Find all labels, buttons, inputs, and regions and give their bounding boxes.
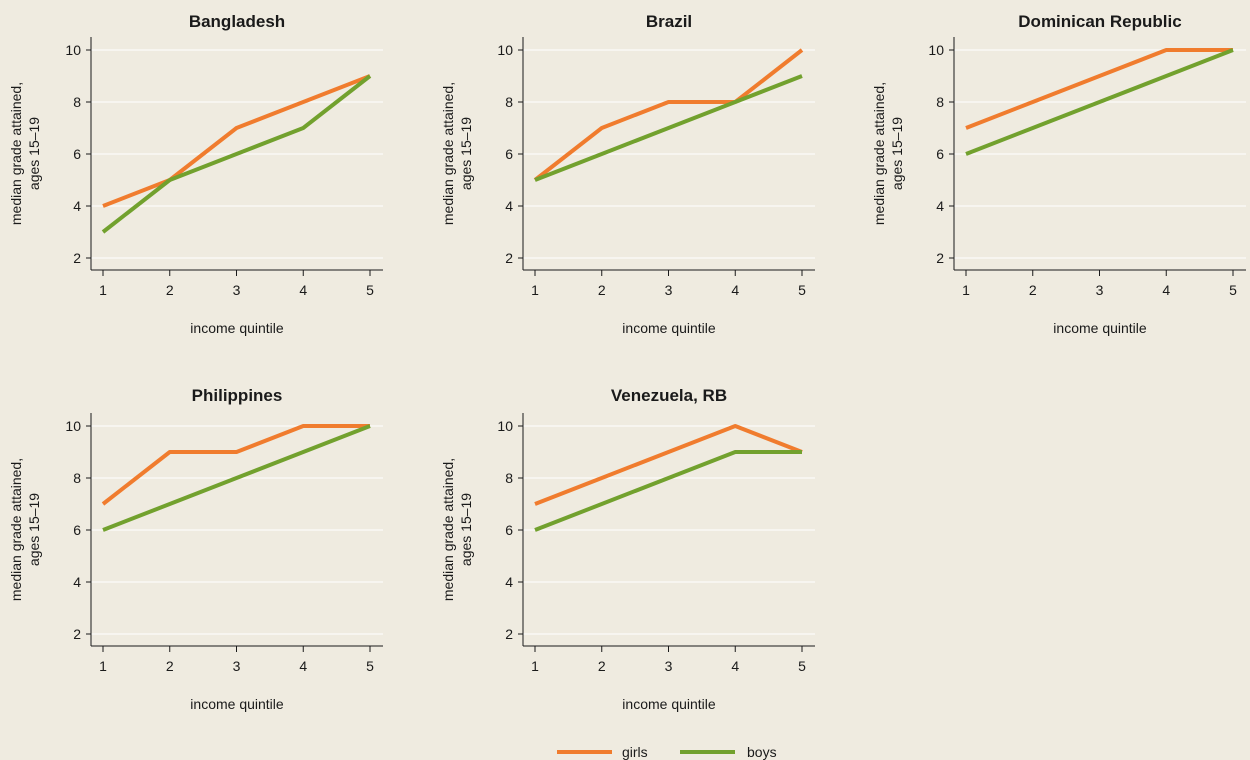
x-tick-label: 5 <box>798 282 806 298</box>
x-tick-label: 3 <box>233 282 241 298</box>
y-tick-label: 10 <box>928 42 944 58</box>
series-line-boys <box>101 74 372 234</box>
y-axis-title: ages 15–19 <box>26 117 42 190</box>
x-tick-label: 4 <box>299 658 307 674</box>
y-axis-title: ages 15–19 <box>458 117 474 190</box>
y-tick-label: 2 <box>505 250 513 266</box>
series-line-girls <box>965 48 1233 130</box>
y-tick-label: 4 <box>505 198 513 214</box>
x-tick-label: 2 <box>598 658 606 674</box>
series-line-boys <box>534 450 802 532</box>
series-line-girls <box>102 74 371 208</box>
y-tick-label: 2 <box>73 250 81 266</box>
x-tick-label: 1 <box>99 658 107 674</box>
y-tick-label: 4 <box>936 198 944 214</box>
y-tick-label: 6 <box>505 146 513 162</box>
x-tick-label: 5 <box>366 658 374 674</box>
x-tick-label: 2 <box>1029 282 1037 298</box>
y-tick-label: 10 <box>65 418 81 434</box>
x-tick-label: 1 <box>531 658 539 674</box>
x-axis-title: income quintile <box>622 696 716 712</box>
y-axis-title: ages 15–19 <box>458 493 474 566</box>
series-line-girls <box>101 424 370 506</box>
legend-label-girls: girls <box>622 744 648 760</box>
x-tick-label: 3 <box>665 658 673 674</box>
y-tick-label: 8 <box>505 94 513 110</box>
legend-label-boys: boys <box>747 744 777 760</box>
x-tick-label: 4 <box>299 282 307 298</box>
panel-title: Bangladesh <box>189 12 285 31</box>
y-tick-label: 8 <box>936 94 944 110</box>
x-tick-label: 5 <box>366 282 374 298</box>
series-line-girls <box>533 48 804 182</box>
x-tick-label: 3 <box>233 658 241 674</box>
y-tick-label: 6 <box>505 522 513 538</box>
series-line-girls <box>534 424 803 506</box>
x-axis-title: income quintile <box>190 320 284 336</box>
y-tick-label: 10 <box>497 418 513 434</box>
y-tick-label: 2 <box>505 626 513 642</box>
y-tick-label: 4 <box>73 198 81 214</box>
y-axis-title: median grade attained, <box>871 82 887 225</box>
x-axis-title: income quintile <box>1053 320 1147 336</box>
y-tick-label: 8 <box>505 470 513 486</box>
y-tick-label: 6 <box>936 146 944 162</box>
y-tick-label: 10 <box>497 42 513 58</box>
y-tick-label: 6 <box>73 146 81 162</box>
series-line-boys <box>534 74 803 182</box>
y-axis-title: median grade attained, <box>8 458 24 601</box>
x-axis-title: income quintile <box>622 320 716 336</box>
y-axis-title: median grade attained, <box>440 458 456 601</box>
y-tick-label: 2 <box>936 250 944 266</box>
x-tick-label: 3 <box>1096 282 1104 298</box>
y-axis-title: ages 15–19 <box>889 117 905 190</box>
x-tick-label: 4 <box>1162 282 1170 298</box>
x-tick-label: 3 <box>665 282 673 298</box>
panel-title: Philippines <box>192 386 283 405</box>
panel-title: Dominican Republic <box>1018 12 1181 31</box>
x-tick-label: 5 <box>1229 282 1237 298</box>
x-tick-label: 1 <box>531 282 539 298</box>
series-line-boys <box>102 424 371 532</box>
x-tick-label: 4 <box>731 658 739 674</box>
y-tick-label: 8 <box>73 94 81 110</box>
x-tick-label: 2 <box>166 658 174 674</box>
y-tick-label: 6 <box>73 522 81 538</box>
x-tick-label: 1 <box>99 282 107 298</box>
x-axis-title: income quintile <box>190 696 284 712</box>
legend: girls boys <box>557 744 777 760</box>
x-tick-label: 4 <box>731 282 739 298</box>
x-tick-label: 2 <box>598 282 606 298</box>
y-tick-label: 2 <box>73 626 81 642</box>
y-tick-label: 4 <box>73 574 81 590</box>
y-tick-label: 10 <box>65 42 81 58</box>
y-axis-title: median grade attained, <box>8 82 24 225</box>
series-line-boys <box>965 48 1234 156</box>
x-tick-label: 1 <box>962 282 970 298</box>
x-tick-label: 5 <box>798 658 806 674</box>
panel-title: Venezuela, RB <box>611 386 727 405</box>
y-tick-label: 8 <box>73 470 81 486</box>
y-axis-title: ages 15–19 <box>26 493 42 566</box>
y-tick-label: 4 <box>505 574 513 590</box>
x-tick-label: 2 <box>166 282 174 298</box>
y-axis-title: median grade attained, <box>440 82 456 225</box>
panel-title: Brazil <box>646 12 692 31</box>
